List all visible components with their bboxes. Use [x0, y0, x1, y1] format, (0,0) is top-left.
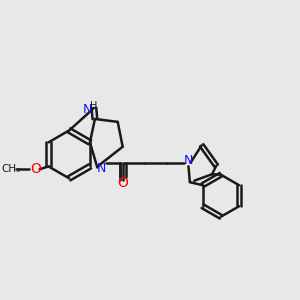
Text: O: O	[117, 176, 128, 190]
Text: N: N	[97, 162, 106, 175]
Text: CH₃: CH₃	[2, 164, 21, 174]
Text: N: N	[184, 154, 193, 167]
Text: O: O	[30, 162, 41, 176]
Text: H: H	[90, 101, 97, 111]
Text: N: N	[82, 103, 92, 116]
